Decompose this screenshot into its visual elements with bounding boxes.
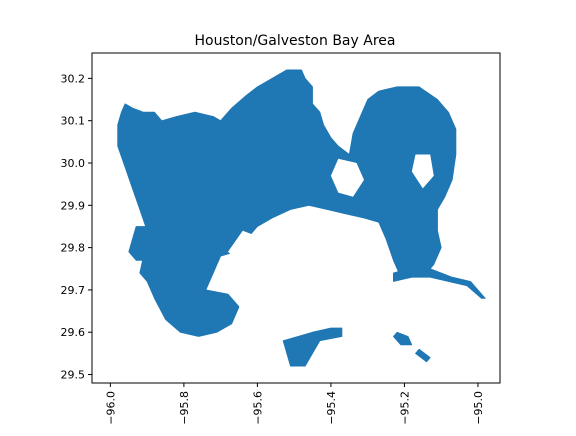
region-southern-island [282, 327, 343, 367]
y-tick-label: 29.6 [61, 326, 86, 339]
region-galveston-fragment-b [415, 348, 431, 363]
y-tick-label: 30.0 [61, 157, 86, 170]
x-tick-label: −95.2 [398, 391, 411, 425]
x-tick-label: −96.0 [104, 391, 117, 425]
x-axis-ticks: −96.0 −95.8 −95.6 −95.4 −95.2 −95.0 [104, 383, 485, 425]
x-tick-label: −95.0 [472, 391, 485, 425]
y-axis-ticks: 29.5 29.6 29.7 29.8 29.9 30.0 30.1 30.2 [61, 72, 92, 382]
chart-title: Houston/Galveston Bay Area [195, 33, 396, 49]
y-tick-label: 29.9 [61, 199, 86, 212]
x-tick-label: −95.4 [325, 391, 338, 425]
hole-bay-notch [228, 230, 276, 265]
y-tick-label: 29.7 [61, 284, 86, 297]
regions-layer [117, 69, 486, 367]
hole-inner-gap-east [411, 154, 434, 189]
y-tick-label: 30.1 [61, 115, 86, 128]
hole-inner-gap-north [330, 158, 364, 197]
region-galveston-fragment-a [393, 331, 413, 346]
y-tick-label: 29.5 [61, 369, 86, 382]
y-tick-label: 29.8 [61, 242, 86, 255]
region-eastern-channel-strip [393, 268, 486, 299]
region-main-metro [117, 69, 457, 337]
x-tick-label: −95.6 [251, 391, 264, 425]
region-western-extension [128, 226, 152, 261]
axes-frame [91, 52, 501, 384]
x-tick-label: −95.8 [178, 391, 191, 425]
y-tick-label: 30.2 [61, 72, 86, 85]
